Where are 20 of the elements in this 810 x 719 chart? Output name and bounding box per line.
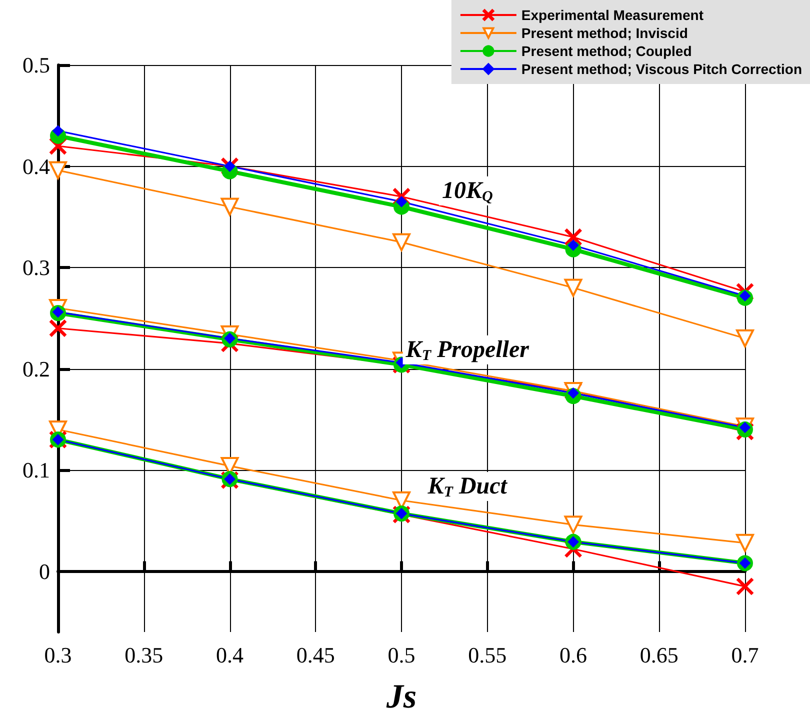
y-tick-label: 0.4 — [22, 154, 50, 179]
y-tick-label: 0.2 — [22, 356, 50, 382]
x-tick-label: 0.45 — [296, 642, 335, 668]
x-tick-label: 0.65 — [640, 642, 678, 668]
y-tick-label: 0 — [39, 558, 50, 584]
x-tick-label: 0.3 — [44, 642, 72, 668]
y-tick-label: 0.3 — [22, 255, 50, 280]
legend-label: Present method; Coupled — [521, 43, 692, 59]
y-tick-label: 0.5 — [22, 52, 50, 78]
x-axis-title: Js — [385, 678, 417, 716]
legend-label: Present method; Viscous Pitch Correction — [521, 61, 802, 77]
y-tick-label: 0.1 — [22, 458, 50, 482]
legend-label: Experimental Measurement — [521, 7, 704, 23]
x-tick-label: 0.4 — [216, 642, 244, 668]
x-tick-label: 0.6 — [560, 642, 587, 668]
legend-label: Present method; Inviscid — [521, 25, 688, 41]
x-tick-label: 0.35 — [124, 642, 164, 668]
x-tick-label: 0.7 — [731, 642, 759, 668]
x-tick-label: 0.5 — [388, 642, 416, 668]
x-tick-label: 0.55 — [468, 642, 507, 668]
